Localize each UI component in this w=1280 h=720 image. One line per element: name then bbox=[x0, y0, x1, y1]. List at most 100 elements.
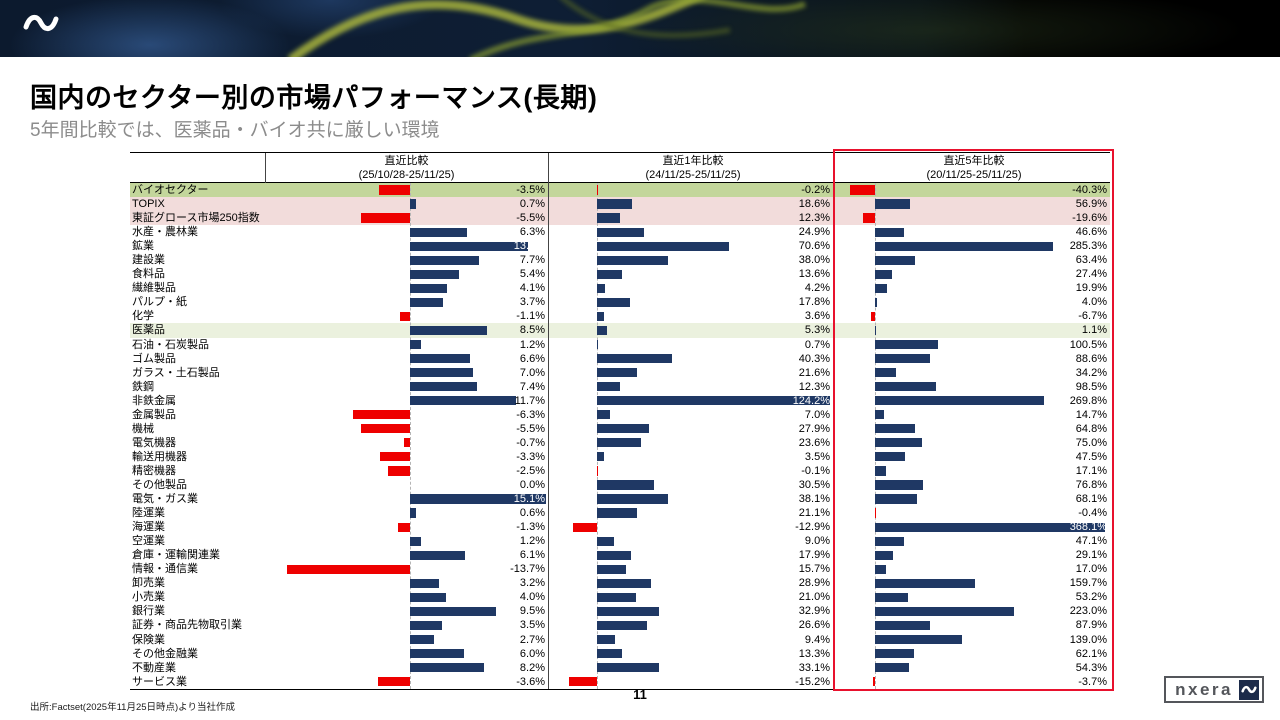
sector-label: 鉱業 bbox=[132, 240, 154, 253]
value-label: -6.7% bbox=[1078, 310, 1107, 323]
table-row: パルプ・紙 3.7% 17.8% 4.0% bbox=[130, 295, 1110, 309]
value-label: -3.3% bbox=[516, 450, 545, 463]
value-label: 4.1% bbox=[519, 282, 545, 295]
value-label: 5.4% bbox=[519, 268, 545, 281]
sector-performance-table: 直近比較 (25/10/28-25/11/25) 直近1年比較 (24/11/25-2… bbox=[130, 152, 1110, 690]
bar-cell: 17.8% bbox=[553, 295, 833, 309]
value-label: 47.5% bbox=[1075, 450, 1107, 463]
bar-cell: 70.6% bbox=[553, 239, 833, 253]
zero-axis-line bbox=[874, 183, 876, 689]
negative-bar bbox=[400, 311, 411, 321]
value-label: 34.2% bbox=[1075, 366, 1107, 379]
positive-bar bbox=[410, 269, 459, 279]
positive-bar bbox=[874, 438, 922, 448]
value-label: 14.7% bbox=[1075, 408, 1107, 421]
value-label: 17.8% bbox=[798, 296, 830, 309]
value-label: 21.0% bbox=[798, 591, 830, 604]
bar-cell: -2.5% bbox=[265, 464, 548, 478]
bar-cell: 33.1% bbox=[553, 661, 833, 675]
top-banner-image bbox=[0, 0, 1280, 57]
sector-label: 小売業 bbox=[132, 591, 165, 604]
bar-cell: 13.6% bbox=[553, 267, 833, 281]
positive-bar bbox=[597, 241, 730, 251]
value-label: 21.1% bbox=[798, 507, 830, 520]
bar-cell: 17.0% bbox=[838, 562, 1110, 576]
bar-cell: 12.3% bbox=[553, 380, 833, 394]
positive-bar bbox=[597, 227, 644, 237]
positive-bar bbox=[874, 241, 1054, 251]
sector-label: 空運業 bbox=[132, 535, 165, 548]
bar-cell: 4.0% bbox=[265, 590, 548, 604]
table-row: 水産・農林業 6.3% 24.9% 46.6% bbox=[130, 225, 1110, 239]
negative-bar bbox=[398, 522, 411, 532]
table-row: 繊維製品 4.1% 4.2% 19.9% bbox=[130, 281, 1110, 295]
bar-cell: 38.0% bbox=[553, 253, 833, 267]
sector-label: 石油・石炭製品 bbox=[132, 338, 209, 351]
bar-cell: 24.9% bbox=[553, 225, 833, 239]
table-row: 銀行業 9.5% 32.9% 223.0% bbox=[130, 604, 1110, 618]
bar-cell: 28.9% bbox=[553, 576, 833, 590]
positive-bar bbox=[410, 592, 447, 602]
table-row: 輸送用機器 -3.3% 3.5% 47.5% bbox=[130, 450, 1110, 464]
sector-label: 建設業 bbox=[132, 254, 165, 267]
positive-bar bbox=[874, 255, 915, 265]
value-label: -0.2% bbox=[801, 184, 830, 196]
bar-cell: 5.3% bbox=[553, 323, 833, 337]
bar-cell: 1.2% bbox=[265, 534, 548, 548]
table-row: 石油・石炭製品 1.2% 0.7% 100.5% bbox=[130, 338, 1110, 352]
positive-bar bbox=[874, 353, 931, 364]
column-divider bbox=[548, 153, 549, 689]
bar-cell: 56.9% bbox=[838, 197, 1110, 211]
bar-cell: -3.6% bbox=[265, 675, 548, 689]
value-label: 6.3% bbox=[519, 226, 545, 239]
banner-cables-art bbox=[287, 0, 807, 57]
column-date-range: (20/11/25-25/11/25) bbox=[926, 168, 1022, 181]
sector-label: その他金融業 bbox=[132, 647, 198, 660]
positive-bar bbox=[597, 199, 632, 209]
sector-label: 医薬品 bbox=[132, 324, 165, 337]
bar-cell: 6.3% bbox=[265, 225, 548, 239]
bar-cell: -5.5% bbox=[265, 211, 548, 225]
value-label: 4.0% bbox=[1081, 296, 1107, 309]
table-row: 陸運業 0.6% 21.1% -0.4% bbox=[130, 506, 1110, 520]
value-label: 56.9% bbox=[1075, 198, 1107, 211]
positive-bar bbox=[874, 480, 923, 490]
sector-label: 海運業 bbox=[132, 521, 165, 534]
positive-bar bbox=[597, 452, 604, 462]
negative-bar bbox=[849, 185, 875, 195]
bar-cell: 6.6% bbox=[265, 352, 548, 366]
positive-bar bbox=[874, 620, 930, 631]
value-label: 3.5% bbox=[519, 619, 545, 632]
positive-bar bbox=[597, 339, 599, 350]
sector-label: 精密機器 bbox=[132, 464, 176, 477]
positive-bar bbox=[597, 325, 607, 336]
bar-cell: -13.7% bbox=[265, 562, 548, 576]
positive-bar bbox=[410, 578, 439, 588]
value-label: 32.9% bbox=[798, 605, 830, 618]
positive-bar bbox=[597, 508, 637, 518]
negative-bar bbox=[360, 424, 411, 434]
sector-label: 化学 bbox=[132, 310, 154, 323]
value-label: 124.2% bbox=[792, 394, 830, 407]
bar-cell: 15.1% bbox=[265, 492, 548, 506]
bar-cell: 17.1% bbox=[838, 464, 1110, 478]
table-row: その他金融業 6.0% 13.3% 62.1% bbox=[130, 647, 1110, 661]
bar-cell: 3.5% bbox=[265, 618, 548, 632]
value-label: 9.5% bbox=[519, 605, 545, 618]
value-label: -0.4% bbox=[1078, 507, 1107, 520]
bar-cell: 63.4% bbox=[838, 253, 1110, 267]
bar-cell: 223.0% bbox=[838, 604, 1110, 618]
value-label: 368.1% bbox=[1069, 521, 1107, 534]
column-date-range: (24/11/25-25/11/25) bbox=[645, 168, 741, 181]
negative-bar bbox=[872, 677, 875, 687]
value-label: -0.1% bbox=[801, 464, 830, 477]
positive-bar bbox=[410, 620, 442, 631]
sector-label: 陸運業 bbox=[132, 507, 165, 520]
bar-cell: 15.7% bbox=[553, 562, 833, 576]
positive-bar bbox=[874, 297, 878, 307]
bar-cell: 100.5% bbox=[838, 338, 1110, 352]
positive-bar bbox=[410, 634, 435, 645]
value-label: 269.8% bbox=[1069, 394, 1107, 407]
value-label: 27.4% bbox=[1075, 268, 1107, 281]
bar-cell: 3.7% bbox=[265, 295, 548, 309]
